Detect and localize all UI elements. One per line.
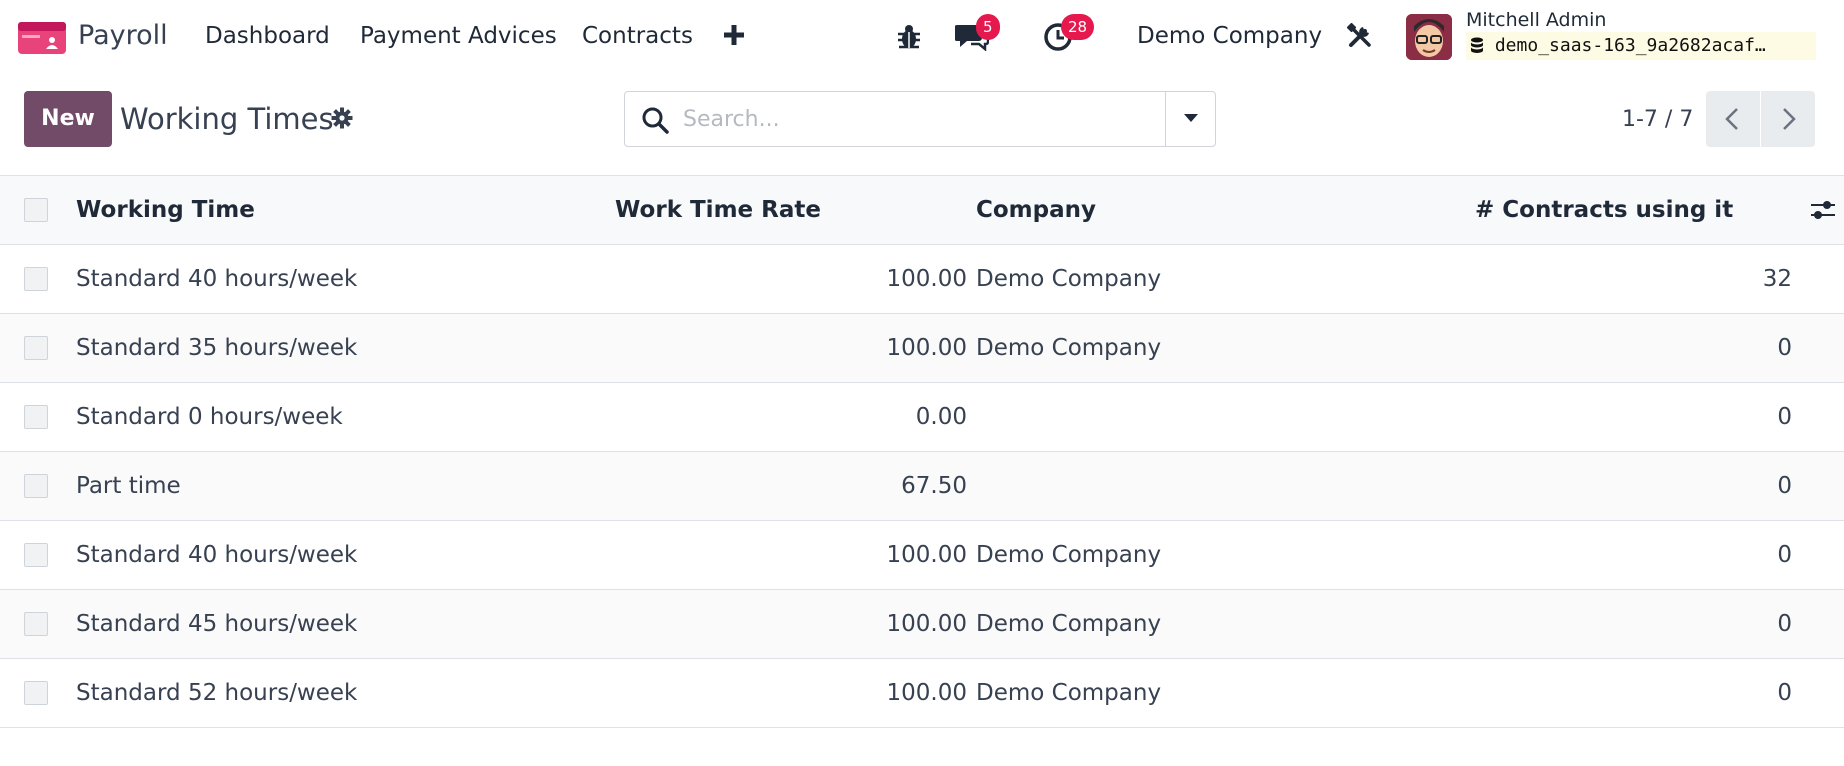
- chevron-left-icon: [1725, 108, 1738, 130]
- cell-empty: [1800, 658, 1844, 728]
- row-select-cell: [0, 658, 75, 728]
- cell-working-time[interactable]: Standard 40 hours/week: [75, 520, 615, 590]
- cell-contracts-count[interactable]: 0: [1475, 313, 1800, 383]
- row-checkbox[interactable]: [24, 474, 48, 498]
- user-name[interactable]: Mitchell Admin: [1466, 9, 1607, 31]
- table-row[interactable]: Standard 52 hours/week 100.00 Demo Compa…: [0, 658, 1844, 728]
- activities-badge: 28: [1061, 14, 1095, 40]
- cell-contracts-count[interactable]: 0: [1475, 451, 1800, 521]
- column-header-working-time[interactable]: Working Time: [75, 175, 615, 245]
- row-select-cell: [0, 244, 75, 314]
- cell-contracts-count[interactable]: 0: [1475, 382, 1800, 452]
- tools-icon[interactable]: [1347, 23, 1373, 49]
- cell-empty: [1800, 589, 1844, 659]
- avatar-image: [1406, 14, 1452, 60]
- plus-icon[interactable]: [722, 20, 746, 50]
- cell-work-time-rate[interactable]: 100.00: [615, 520, 975, 590]
- row-checkbox[interactable]: [24, 267, 48, 291]
- column-header-contracts-count[interactable]: # Contracts using it: [1475, 175, 1800, 245]
- row-select-cell: [0, 313, 75, 383]
- select-all-cell: [0, 175, 75, 245]
- select-all-checkbox[interactable]: [24, 198, 48, 222]
- table-row[interactable]: Standard 35 hours/week 100.00 Demo Compa…: [0, 313, 1844, 383]
- cell-empty: [1800, 451, 1844, 521]
- row-checkbox[interactable]: [24, 681, 48, 705]
- messages-button[interactable]: 5: [955, 14, 1015, 58]
- cell-company[interactable]: Demo Company: [975, 589, 1475, 659]
- table-header-row: Working Time Work Time Rate Company # Co…: [0, 175, 1844, 245]
- user-avatar[interactable]: [1406, 14, 1452, 60]
- cell-work-time-rate[interactable]: 0.00: [615, 382, 975, 452]
- table-row[interactable]: Standard 0 hours/week 0.00 0: [0, 382, 1844, 452]
- menu-contracts[interactable]: Contracts: [582, 23, 693, 49]
- row-select-cell: [0, 382, 75, 452]
- new-button[interactable]: New: [24, 91, 112, 147]
- caret-down-icon: [1184, 114, 1198, 122]
- messages-badge: 5: [976, 14, 1000, 40]
- pager-next-button[interactable]: [1761, 91, 1815, 147]
- menu-dashboard[interactable]: Dashboard: [205, 23, 330, 49]
- cell-empty: [1800, 382, 1844, 452]
- working-times-table: Working Time Work Time Rate Company # Co…: [0, 175, 1844, 728]
- optional-columns-cell: [1800, 175, 1844, 245]
- table-row[interactable]: Standard 45 hours/week 100.00 Demo Compa…: [0, 589, 1844, 659]
- cell-empty: [1800, 520, 1844, 590]
- cell-work-time-rate[interactable]: 100.00: [615, 658, 975, 728]
- search-icon: [642, 107, 669, 134]
- top-navbar: Payroll Dashboard Payment Advices Contra…: [0, 0, 1844, 73]
- pager-value[interactable]: 1-7 / 7: [1622, 107, 1694, 132]
- cell-company[interactable]: Demo Company: [975, 313, 1475, 383]
- cell-work-time-rate[interactable]: 100.00: [615, 313, 975, 383]
- table-row[interactable]: Part time 67.50 0: [0, 451, 1844, 521]
- gear-icon[interactable]: [331, 107, 353, 129]
- cell-working-time[interactable]: Standard 52 hours/week: [75, 658, 615, 728]
- cell-company[interactable]: [975, 382, 1475, 452]
- cell-contracts-count[interactable]: 0: [1475, 589, 1800, 659]
- activities-button[interactable]: 28: [1043, 14, 1103, 58]
- chevron-right-icon: [1783, 108, 1796, 130]
- cell-working-time[interactable]: Part time: [75, 451, 615, 521]
- cell-company[interactable]: [975, 451, 1475, 521]
- cell-working-time[interactable]: Standard 40 hours/week: [75, 244, 615, 314]
- row-select-cell: [0, 520, 75, 590]
- cell-working-time[interactable]: Standard 35 hours/week: [75, 313, 615, 383]
- company-switcher[interactable]: Demo Company: [1137, 23, 1323, 49]
- table-row[interactable]: Standard 40 hours/week 100.00 Demo Compa…: [0, 520, 1844, 590]
- cell-contracts-count[interactable]: 0: [1475, 658, 1800, 728]
- cell-company[interactable]: Demo Company: [975, 658, 1475, 728]
- page-title: Working Times: [120, 102, 334, 136]
- database-name: demo_saas-163_9a2682acaf…: [1494, 35, 1766, 56]
- cell-work-time-rate[interactable]: 100.00: [615, 589, 975, 659]
- row-checkbox[interactable]: [24, 336, 48, 360]
- row-select-cell: [0, 589, 75, 659]
- row-checkbox[interactable]: [24, 405, 48, 429]
- cell-company[interactable]: Demo Company: [975, 244, 1475, 314]
- payroll-app-icon[interactable]: [18, 22, 66, 54]
- search-options-toggle[interactable]: [1165, 92, 1216, 146]
- row-select-cell: [0, 451, 75, 521]
- cell-work-time-rate[interactable]: 67.50: [615, 451, 975, 521]
- cell-contracts-count[interactable]: 0: [1475, 520, 1800, 590]
- cell-empty: [1800, 244, 1844, 314]
- cell-work-time-rate[interactable]: 100.00: [615, 244, 975, 314]
- bug-icon[interactable]: [896, 22, 922, 50]
- column-header-company[interactable]: Company: [975, 175, 1475, 245]
- cell-empty: [1800, 313, 1844, 383]
- cell-company[interactable]: Demo Company: [975, 520, 1475, 590]
- column-header-work-time-rate[interactable]: Work Time Rate: [615, 175, 975, 245]
- cell-working-time[interactable]: Standard 0 hours/week: [75, 382, 615, 452]
- row-checkbox[interactable]: [24, 543, 48, 567]
- app-name[interactable]: Payroll: [78, 20, 168, 51]
- cell-working-time[interactable]: Standard 45 hours/week: [75, 589, 615, 659]
- cell-contracts-count[interactable]: 32: [1475, 244, 1800, 314]
- row-checkbox[interactable]: [24, 612, 48, 636]
- pager-previous-button[interactable]: [1706, 91, 1760, 147]
- database-tag: demo_saas-163_9a2682acaf…: [1466, 32, 1816, 60]
- search-bar: [624, 91, 1216, 147]
- database-icon: [1471, 37, 1483, 53]
- optional-columns-icon[interactable]: [1810, 197, 1836, 223]
- table-row[interactable]: Standard 40 hours/week 100.00 Demo Compa…: [0, 244, 1844, 314]
- menu-payment-advices[interactable]: Payment Advices: [360, 23, 557, 49]
- search-input[interactable]: [683, 101, 1143, 137]
